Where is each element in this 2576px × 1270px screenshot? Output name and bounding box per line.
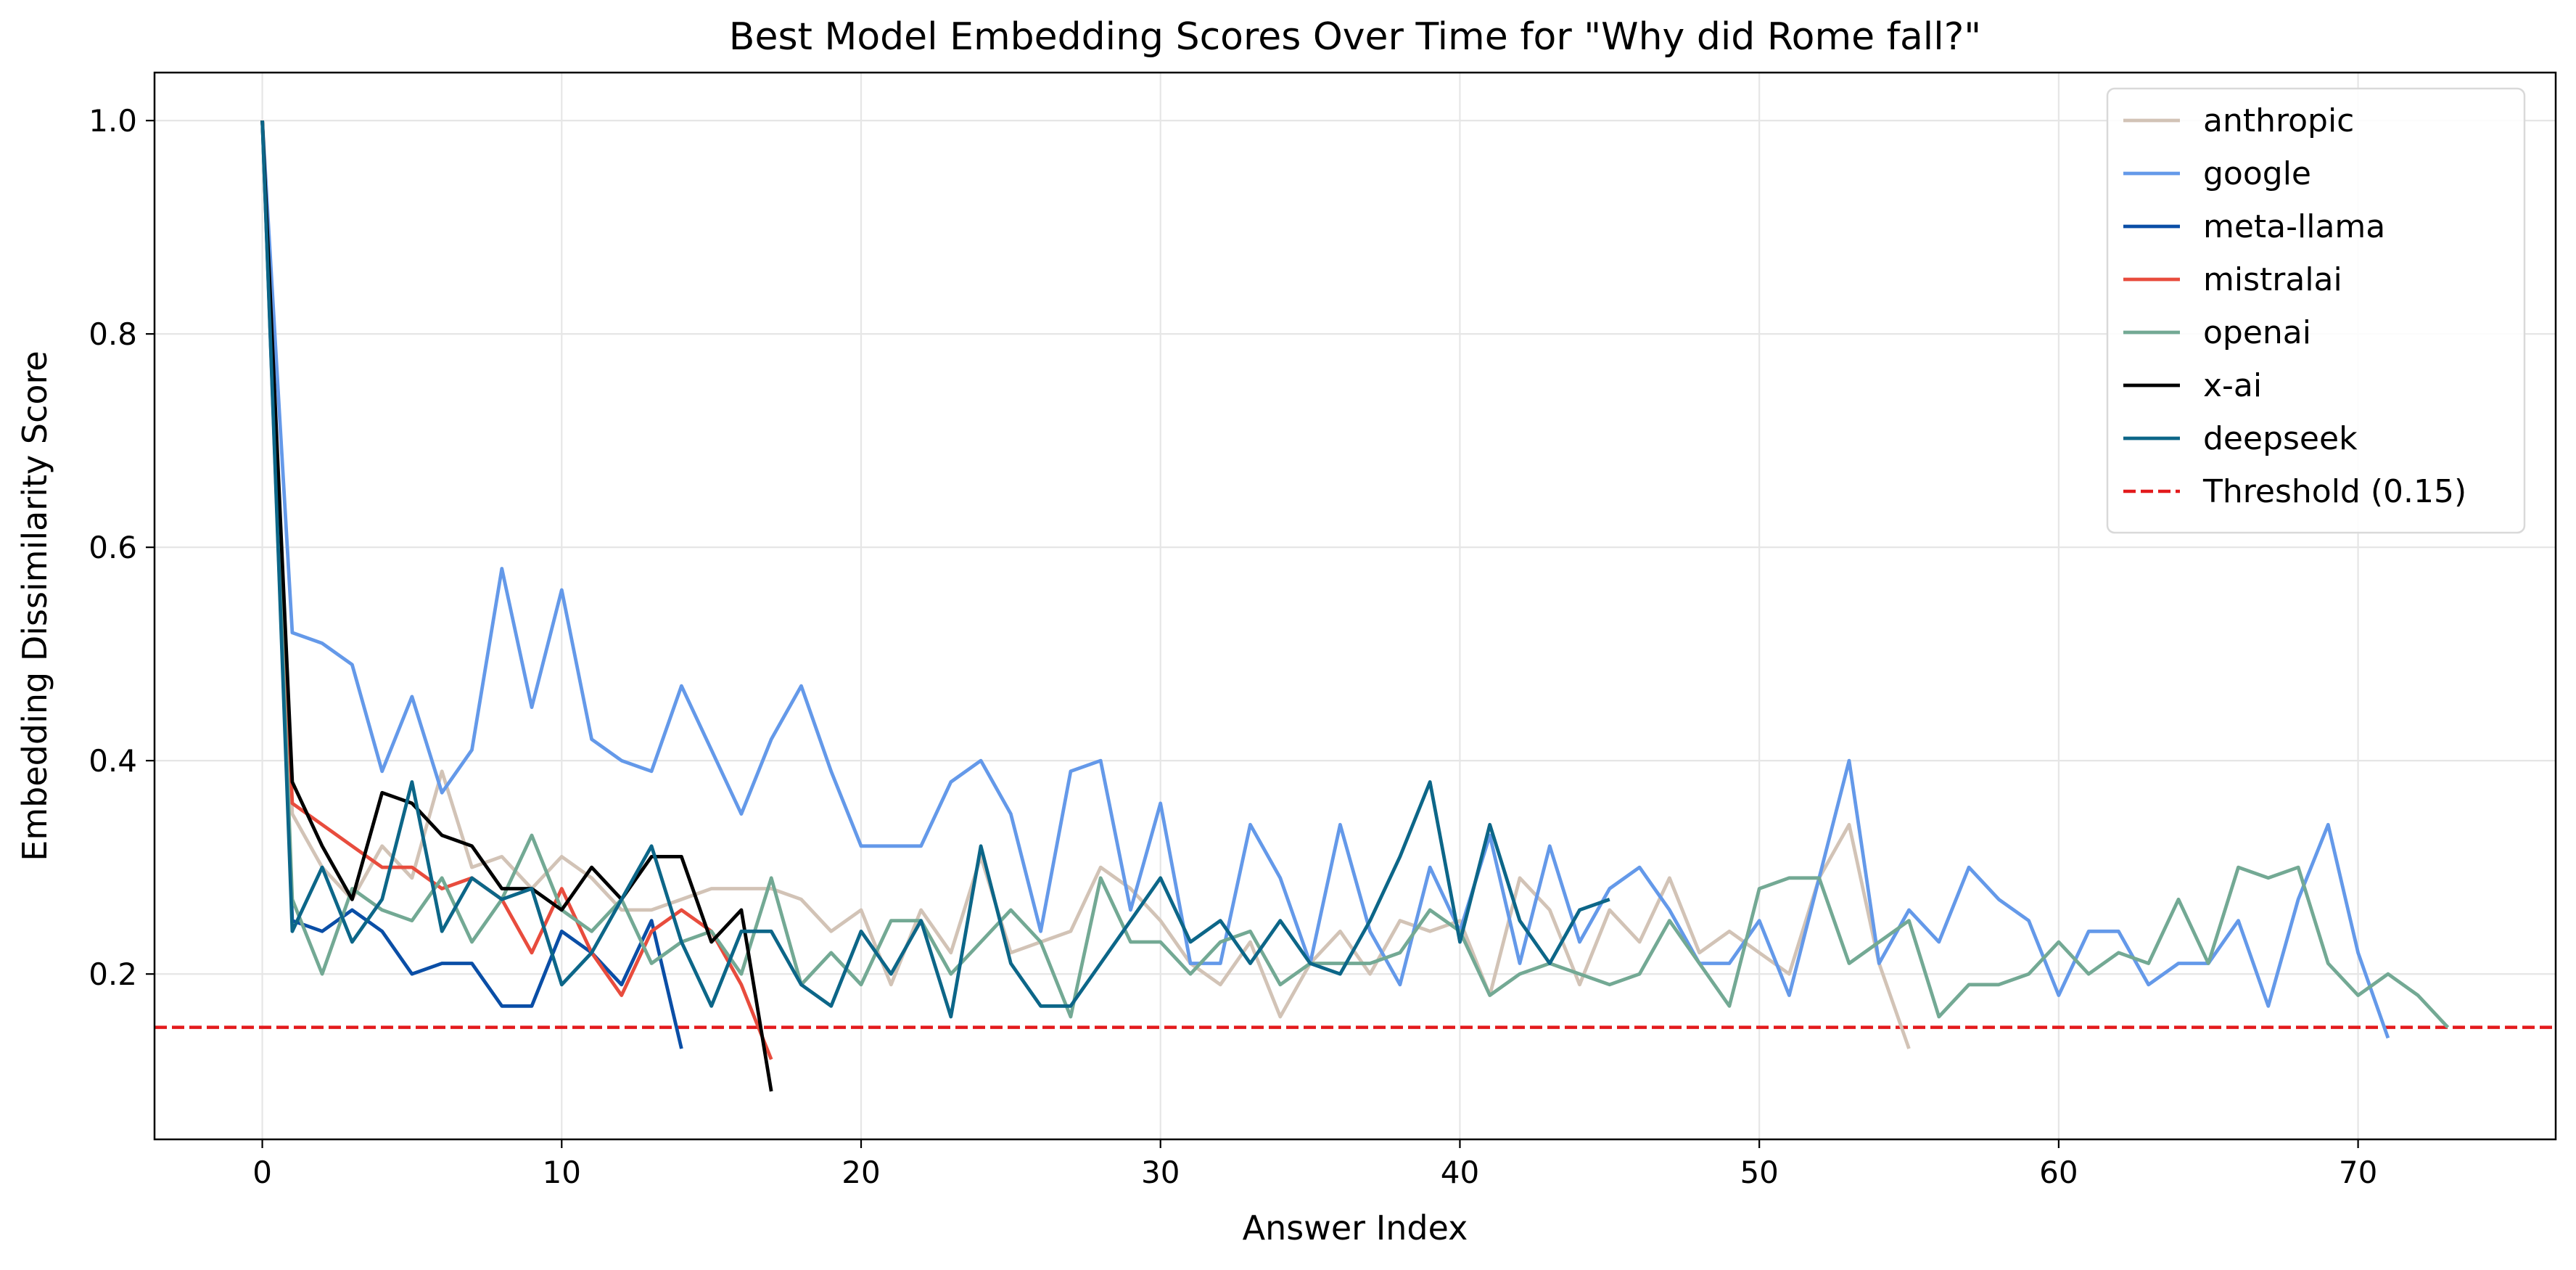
legend-label: mistralai [2203, 261, 2342, 298]
series-lines [260, 120, 2450, 1092]
series-line-anthropic [260, 120, 1911, 1049]
x-tick-label: 40 [1441, 1155, 1479, 1190]
y-tick-label: 0.6 [89, 530, 137, 565]
legend-label: deepseek [2203, 420, 2358, 457]
y-axis-ticks: 0.2 0.4 0.6 0.8 1.0 [89, 103, 155, 992]
x-tick-label: 70 [2339, 1155, 2377, 1190]
x-axis-ticks: 0 10 20 30 40 50 60 70 [252, 1139, 2377, 1190]
y-tick-label: 0.4 [89, 743, 137, 779]
y-axis-label: Embedding Dissimilarity Score [15, 351, 54, 861]
y-tick-label: 0.8 [89, 316, 137, 352]
series-line-meta-llama [260, 120, 683, 1049]
x-tick-label: 20 [841, 1155, 880, 1190]
legend-label: Threshold (0.15) [2202, 473, 2466, 510]
series-line-x-ai [260, 120, 773, 1092]
x-tick-label: 60 [2039, 1155, 2078, 1190]
legend-label: x-ai [2203, 367, 2262, 404]
x-tick-label: 30 [1141, 1155, 1180, 1190]
legend-box [2106, 87, 2526, 534]
legend: anthropic google meta-llama mistralai openai… [2106, 87, 2526, 534]
legend-label: anthropic [2203, 102, 2354, 139]
legend-label: openai [2203, 314, 2311, 351]
y-tick-label: 1.0 [89, 103, 137, 139]
series-line-google [260, 120, 2390, 1039]
x-tick-label: 0 [252, 1155, 272, 1190]
x-tick-label: 50 [1740, 1155, 1778, 1190]
x-tick-label: 10 [543, 1155, 581, 1190]
series-line-openai [260, 120, 2450, 1029]
series-line-deepseek [260, 120, 1610, 1019]
legend-label: meta-llama [2203, 208, 2385, 245]
y-tick-label: 0.2 [89, 956, 137, 992]
x-axis-label: Answer Index [1243, 1208, 1468, 1248]
chart-title: Best Model Embedding Scores Over Time fo… [729, 15, 1981, 59]
series-line-mistralai [260, 120, 773, 1060]
legend-label: google [2203, 155, 2311, 192]
plot-frame [153, 71, 2557, 1141]
